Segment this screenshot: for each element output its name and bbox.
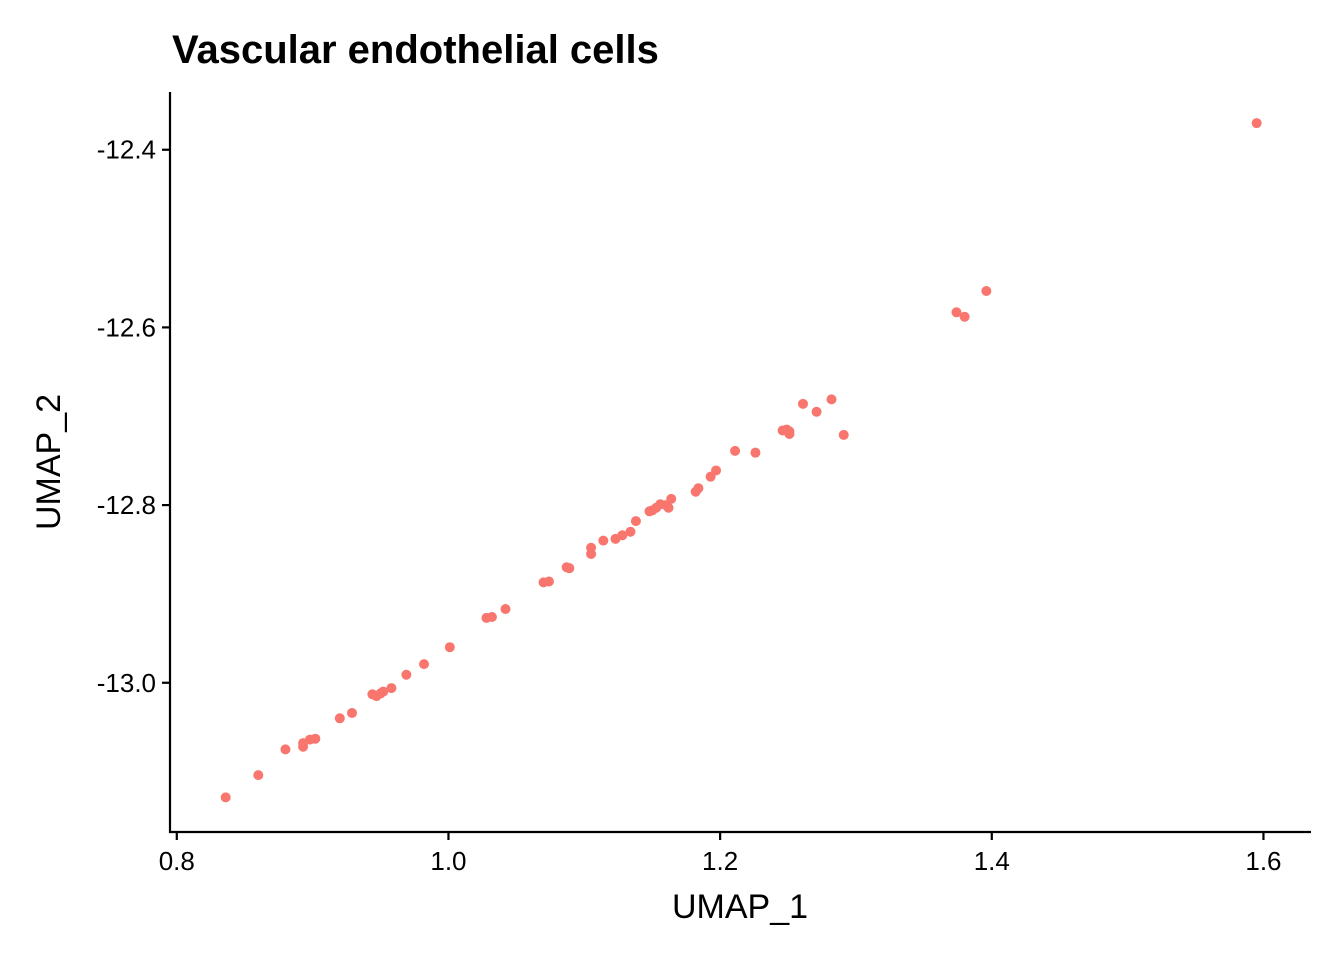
data-point [838,429,849,440]
data-point [693,483,704,494]
data-point [711,465,722,476]
x-tick-label: 1.0 [430,846,466,876]
data-point [784,426,795,437]
data-point [625,526,636,537]
x-tick-label: 0.8 [159,846,195,876]
y-tick-label: -12.4 [97,135,156,165]
data-point [951,307,962,318]
x-tick-label: 1.2 [702,846,738,876]
x-tick-label: 1.4 [974,846,1010,876]
data-point [598,535,609,546]
data-point [617,530,628,541]
data-point [663,502,674,513]
data-point [444,642,455,653]
data-point [797,398,808,409]
plot-area: 0.8 1.0 1.2 1.4 1.6 -12.4 -12.6 -12.8 -13.0 [97,92,1311,876]
y-axis-ticks: -12.4 -12.6 -12.8 -13.0 [97,135,170,698]
data-point [253,770,264,781]
data-point [298,741,309,752]
data-point [811,406,822,417]
data-point [378,686,389,697]
y-tick-label: -13.0 [97,668,156,698]
y-tick-label: -12.8 [97,490,156,520]
chart-title: Vascular endothelial cells [172,28,659,72]
x-axis-label: UMAP_1 [672,888,808,926]
data-point [347,707,358,718]
data-point [730,445,741,456]
data-point [401,669,412,680]
data-point [959,311,970,322]
data-point [630,516,641,527]
data-point [543,576,554,587]
data-point [386,683,397,694]
data-point [826,394,837,405]
x-tick-label: 1.6 [1245,846,1281,876]
data-point [981,285,992,296]
data-point [666,493,677,504]
data-point [586,542,597,553]
y-axis-label: UMAP_2 [30,394,68,530]
data-point [310,733,321,744]
y-tick-label: -12.6 [97,312,156,342]
data-point [280,744,291,755]
data-point [334,713,345,724]
data-point [220,792,231,803]
data-point [1251,118,1262,129]
data-point [419,659,430,670]
x-axis-ticks: 0.8 1.0 1.2 1.4 1.6 [159,832,1282,876]
data-point [750,447,761,458]
data-points [220,118,1262,803]
data-point [486,612,497,623]
data-point [500,604,511,615]
data-point [564,563,575,574]
